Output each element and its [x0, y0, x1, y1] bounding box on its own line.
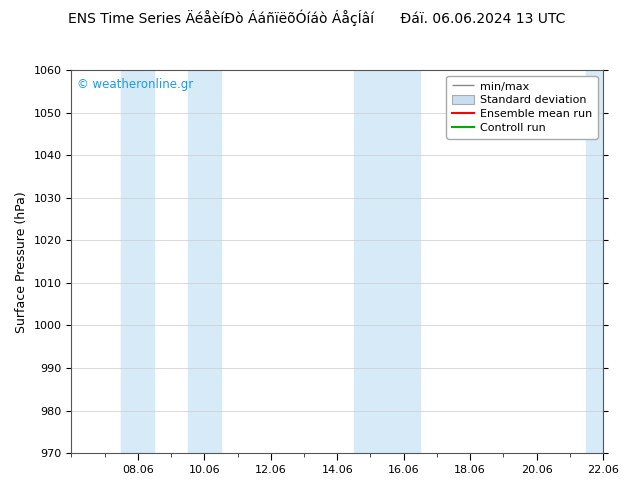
Text: ENS Time Series ÄéåèíÐò ÁáñïëõÓíáò ÁåçÍâí      Ðáï. 06.06.2024 13 UTC: ENS Time Series ÄéåèíÐò ÁáñïëõÓíáò ÁåçÍâ… [68, 10, 566, 26]
Y-axis label: Surface Pressure (hPa): Surface Pressure (hPa) [15, 191, 28, 333]
Legend: min/max, Standard deviation, Ensemble mean run, Controll run: min/max, Standard deviation, Ensemble me… [446, 75, 597, 139]
Bar [354, 70, 387, 453]
Text: © weatheronline.gr: © weatheronline.gr [77, 78, 193, 91]
Bar [188, 70, 221, 453]
Bar [387, 70, 420, 453]
Bar [121, 70, 155, 453]
Bar [586, 70, 603, 453]
